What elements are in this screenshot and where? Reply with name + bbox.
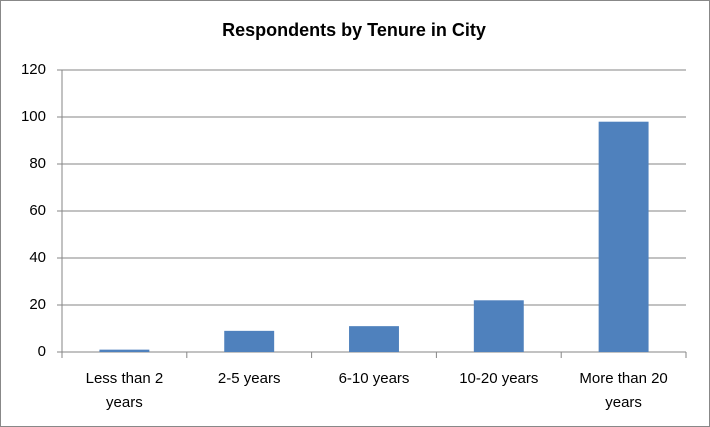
y-tick-label: 100: [21, 108, 46, 125]
bar: [349, 326, 399, 352]
x-tick-label: 2-5 years: [218, 370, 281, 387]
y-tick-label: 60: [29, 202, 46, 219]
y-tick-label: 20: [29, 296, 46, 313]
x-tick-label: Less than 2 years: [86, 370, 164, 411]
y-tick-label: 0: [38, 343, 46, 360]
bar: [598, 121, 649, 352]
y-tick-label: 40: [29, 249, 46, 266]
bar: [224, 330, 275, 352]
bar: [99, 349, 150, 352]
x-tick-label: More than 20 years: [579, 370, 667, 411]
y-tick-label: 80: [29, 155, 46, 172]
y-tick-label: 120: [21, 61, 46, 78]
x-tick-label: 6-10 years: [339, 370, 410, 387]
chart-title: Respondents by Tenure in City: [222, 20, 486, 40]
bar: [473, 300, 524, 352]
x-tick-label: 10-20 years: [459, 370, 538, 387]
